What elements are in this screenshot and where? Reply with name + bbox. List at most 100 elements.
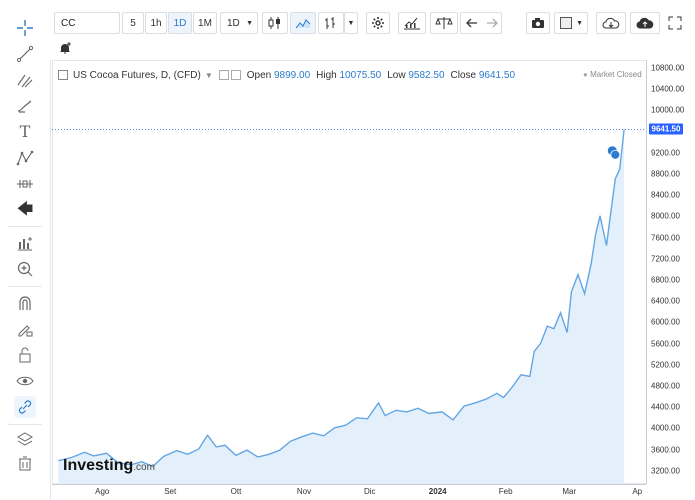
price-tick-label: 6400.00 xyxy=(651,296,680,306)
hide-series-icon[interactable] xyxy=(218,70,229,80)
camera-icon[interactable] xyxy=(526,12,550,34)
link-icon[interactable] xyxy=(14,396,36,418)
price-tick-label: 8000.00 xyxy=(651,211,680,221)
collapse-legend-icon[interactable] xyxy=(58,70,68,80)
interval-1h-button[interactable]: 1h xyxy=(145,12,167,34)
chevron-down-icon: ▼ xyxy=(246,19,253,27)
time-tick-label: Nov xyxy=(296,487,312,496)
redo-icon[interactable] xyxy=(482,12,502,34)
price-axis[interactable]: 10800.00 10400.00 10000.00 9200.00 8800.00 84… xyxy=(646,60,695,484)
layout-square-icon xyxy=(560,17,572,29)
candlestick-icon[interactable] xyxy=(262,12,288,34)
investing-logo: Investing.com xyxy=(63,457,155,475)
interval-1m-button[interactable]: 1M xyxy=(193,12,217,34)
legend-title: US Cocoa Futures, D, (CFD) xyxy=(73,69,201,81)
text-tool-icon[interactable]: T xyxy=(19,122,31,141)
fib-retracement-icon[interactable] xyxy=(14,69,36,91)
last-price-tag: 9641.50 xyxy=(649,123,683,135)
price-tick-label: 10000.00 xyxy=(651,105,685,115)
time-tick-label: Ago xyxy=(95,487,110,496)
high-value: 10075.50 xyxy=(339,69,382,81)
bar-chart-icon[interactable] xyxy=(318,12,344,34)
price-tick-label: 8400.00 xyxy=(651,190,680,200)
eye-icon[interactable] xyxy=(14,370,36,392)
interval-dropdown[interactable]: 1D ▼ xyxy=(220,12,258,34)
time-axis[interactable]: Ago Set Ott Nov Dic 2024 Feb Mar Ap xyxy=(52,484,646,500)
arrow-left-icon[interactable]: 🡄 xyxy=(16,201,34,218)
interval-dropdown-value: 1D xyxy=(227,17,240,29)
logo-main: Investing xyxy=(63,457,134,474)
time-tick-label: Set xyxy=(164,487,177,496)
compare-scale-icon[interactable] xyxy=(430,12,458,34)
time-tick-label: Mar xyxy=(562,487,577,496)
brush-icon[interactable] xyxy=(14,95,36,117)
price-tick-label: 9200.00 xyxy=(651,148,680,158)
price-chart[interactable] xyxy=(52,60,646,484)
indicators-button-icon[interactable] xyxy=(398,12,426,34)
price-tick-label: 3200.00 xyxy=(651,466,680,476)
status-dot-icon: ● xyxy=(583,70,588,79)
interval-5-button[interactable]: 5 xyxy=(122,12,144,34)
low-label: Low xyxy=(387,69,406,81)
zoom-in-icon[interactable] xyxy=(14,258,36,280)
chart-toolbar: 5 1h 1D 1M 1D ▼ ▼ ▼ xyxy=(50,0,695,60)
price-tick-label: 7200.00 xyxy=(651,254,680,264)
layout-dropdown[interactable]: ▼ xyxy=(554,12,588,34)
trash-icon[interactable] xyxy=(14,452,36,474)
price-tick-label: 5200.00 xyxy=(651,360,680,370)
time-tick-label: Dic xyxy=(363,487,376,496)
price-tick-label: 3600.00 xyxy=(651,445,680,455)
fullscreen-icon[interactable] xyxy=(664,12,686,34)
undo-icon[interactable] xyxy=(460,12,482,34)
time-tick-label: Ap xyxy=(632,487,643,496)
price-line xyxy=(58,129,625,468)
chevron-down-icon[interactable]: ▼ xyxy=(344,12,358,34)
toolbar-divider xyxy=(8,424,42,425)
toolbar-divider xyxy=(8,286,42,287)
legend-menu-icon[interactable]: ▼ xyxy=(204,70,213,80)
open-value: 9899.00 xyxy=(273,69,311,81)
open-label: Open xyxy=(246,69,272,81)
market-status-text: Market Closed xyxy=(590,70,642,79)
price-tick-label: 10800.00 xyxy=(651,63,685,73)
price-tick-label: 6800.00 xyxy=(651,275,680,285)
symbol-input[interactable] xyxy=(54,12,120,34)
measure-icon[interactable] xyxy=(14,173,36,195)
chart-legend: US Cocoa Futures, D, (CFD) ▼ Open 9899.0… xyxy=(58,68,521,82)
price-tick-label: 7600.00 xyxy=(651,233,680,243)
low-value: 9582.50 xyxy=(408,69,445,81)
crosshair-icon[interactable] xyxy=(14,17,36,39)
market-status: ● Market Closed xyxy=(583,70,642,79)
price-tick-label: 10400.00 xyxy=(651,84,685,94)
pattern-icon[interactable] xyxy=(14,147,36,169)
layers-icon[interactable] xyxy=(14,428,36,450)
magnet-icon[interactable] xyxy=(14,292,36,314)
price-area-fill xyxy=(58,129,625,484)
indicators-icon[interactable] xyxy=(14,232,36,254)
settings-gear-icon[interactable] xyxy=(366,12,390,34)
close-label: Close xyxy=(450,69,477,81)
toolbar-divider xyxy=(8,226,42,227)
time-tick-label: Ott xyxy=(230,487,242,496)
area-chart-icon[interactable] xyxy=(290,12,316,34)
close-value: 9641.50 xyxy=(478,69,516,81)
time-tick-label: Feb xyxy=(498,487,513,496)
logo-suffix: .com xyxy=(133,462,155,473)
interval-1d-button[interactable]: 1D xyxy=(168,12,192,34)
high-label: High xyxy=(316,69,337,81)
lock-pencil-icon[interactable] xyxy=(14,318,36,340)
event-marker-icon xyxy=(610,149,621,160)
price-tick-label: 6000.00 xyxy=(651,317,680,327)
price-tick-label: 5600.00 xyxy=(651,339,680,349)
unlock-icon[interactable] xyxy=(14,344,36,366)
add-alert-icon[interactable] xyxy=(54,38,76,58)
trend-line-icon[interactable] xyxy=(14,43,36,65)
time-tick-label: 2024 xyxy=(428,487,447,496)
drawing-toolbar: T 🡄 xyxy=(0,0,51,500)
cloud-load-icon[interactable] xyxy=(596,12,626,34)
cloud-save-icon[interactable] xyxy=(630,12,660,34)
price-tick-label: 4800.00 xyxy=(651,381,680,391)
price-tick-label: 4400.00 xyxy=(651,402,680,412)
close-series-icon[interactable] xyxy=(230,70,241,80)
price-tick-label: 8800.00 xyxy=(651,169,680,179)
